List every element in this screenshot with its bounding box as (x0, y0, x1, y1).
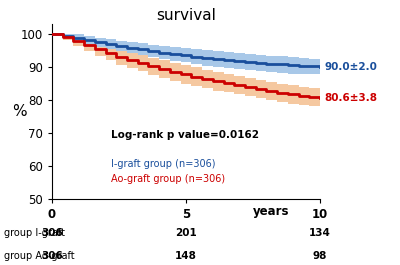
Text: years: years (253, 205, 290, 218)
Y-axis label: %: % (12, 104, 27, 119)
Text: Ao-graft group (n=306): Ao-graft group (n=306) (111, 174, 225, 184)
Text: 134: 134 (309, 228, 331, 239)
Text: 90.0±2.0: 90.0±2.0 (324, 62, 377, 72)
Text: 306: 306 (41, 251, 63, 261)
Text: 201: 201 (175, 228, 197, 239)
Text: group Ao-graft: group Ao-graft (4, 251, 74, 261)
Text: 306: 306 (41, 228, 63, 239)
Text: 80.6±3.8: 80.6±3.8 (324, 93, 377, 103)
Text: I-graft group (n=306): I-graft group (n=306) (111, 160, 216, 169)
Text: 98: 98 (313, 251, 327, 261)
Text: group I-graft: group I-graft (4, 228, 65, 239)
Text: Log-rank p value=0.0162: Log-rank p value=0.0162 (111, 130, 259, 140)
Title: survival: survival (156, 8, 216, 23)
Text: 148: 148 (175, 251, 197, 261)
